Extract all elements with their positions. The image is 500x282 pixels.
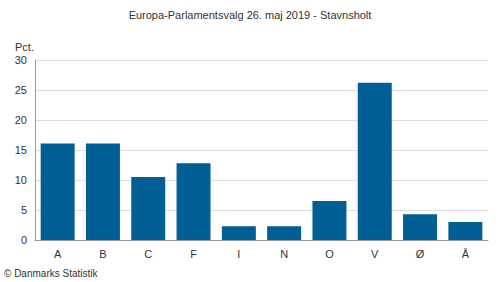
svg-text:20: 20 [15, 114, 27, 126]
svg-text:Ø: Ø [416, 248, 425, 260]
svg-text:25: 25 [15, 84, 27, 96]
svg-text:30: 30 [15, 54, 27, 66]
svg-text:C: C [144, 248, 152, 260]
svg-text:© Danmarks Statistik: © Danmarks Statistik [4, 268, 99, 279]
svg-text:Pct.: Pct. [15, 41, 34, 53]
svg-text:Europa-Parlamentsvalg 26. maj: Europa-Parlamentsvalg 26. maj 2019 - Sta… [129, 9, 372, 21]
svg-text:B: B [99, 248, 106, 260]
svg-text:N: N [280, 248, 288, 260]
svg-text:A: A [54, 248, 62, 260]
svg-text:5: 5 [21, 204, 27, 216]
svg-text:10: 10 [15, 174, 27, 186]
svg-text:0: 0 [21, 234, 27, 246]
svg-text:V: V [371, 248, 379, 260]
svg-text:O: O [325, 248, 334, 260]
svg-text:Å: Å [462, 248, 470, 260]
svg-text:15: 15 [15, 144, 27, 156]
svg-text:I: I [237, 248, 240, 260]
svg-text:F: F [190, 248, 197, 260]
